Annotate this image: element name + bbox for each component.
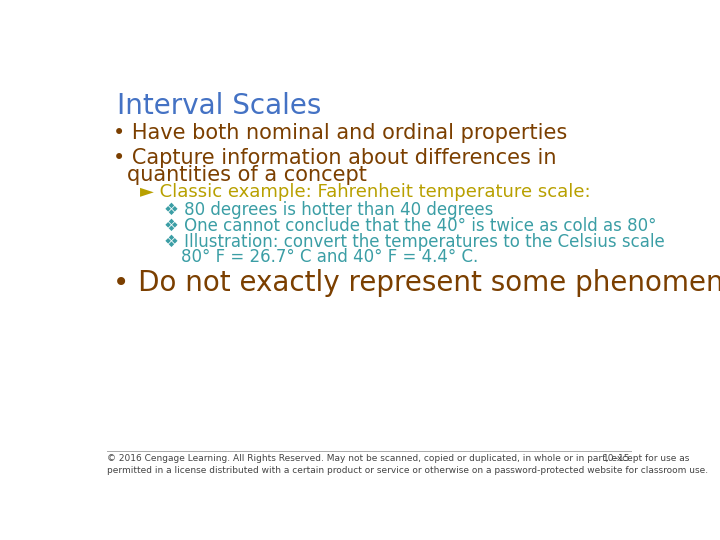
Text: ❖ One cannot conclude that the 40° is twice as cold as 80°: ❖ One cannot conclude that the 40° is tw… <box>163 217 656 235</box>
Text: 80° F = 26.7° C and 40° F = 4.4° C.: 80° F = 26.7° C and 40° F = 4.4° C. <box>181 248 479 266</box>
Text: ❖ 80 degrees is hotter than 40 degrees: ❖ 80 degrees is hotter than 40 degrees <box>163 201 493 219</box>
Text: • Do not exactly represent some phenomenon: • Do not exactly represent some phenomen… <box>113 269 720 297</box>
Text: ❖ Illustration: convert the temperatures to the Celsius scale: ❖ Illustration: convert the temperatures… <box>163 233 665 252</box>
Text: • Capture information about differences in: • Capture information about differences … <box>113 148 557 168</box>
Text: quantities of a concept: quantities of a concept <box>127 165 367 185</box>
Text: Interval Scales: Interval Scales <box>117 92 322 120</box>
Text: • Have both nominal and ordinal properties: • Have both nominal and ordinal properti… <box>113 123 567 143</box>
Text: 10–15: 10–15 <box>603 455 631 463</box>
Text: ► Classic example: Fahrenheit temperature scale:: ► Classic example: Fahrenheit temperatur… <box>140 183 591 201</box>
Text: © 2016 Cengage Learning. All Rights Reserved. May not be scanned, copied or dupl: © 2016 Cengage Learning. All Rights Rese… <box>107 455 708 475</box>
